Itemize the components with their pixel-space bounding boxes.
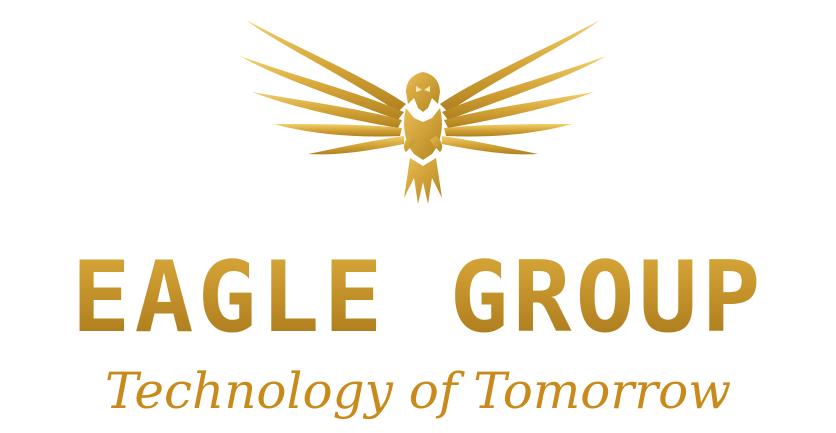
left-wing [240,20,406,154]
right-wing [440,20,606,154]
brand-tagline: Technology of Tomorrow [0,356,836,426]
eagle-icon [238,8,608,208]
brand-name: EAGLE GROUP [0,248,836,348]
